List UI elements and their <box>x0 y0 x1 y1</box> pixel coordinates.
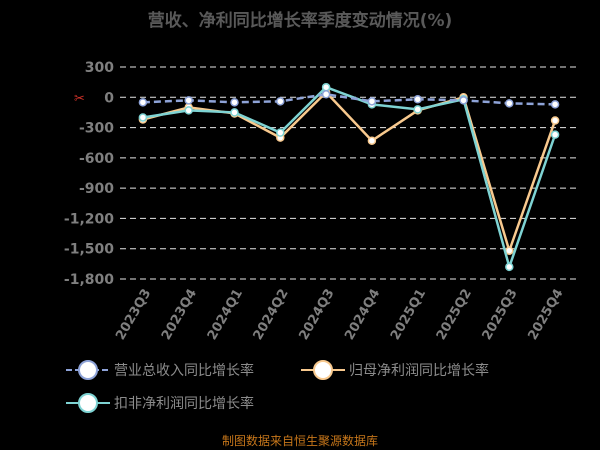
data-point <box>321 90 331 99</box>
data-point <box>184 106 193 115</box>
data-point <box>413 105 422 114</box>
data-point <box>550 100 560 109</box>
data-point <box>550 116 560 125</box>
data-point <box>138 113 148 122</box>
data-point <box>413 95 422 104</box>
legend-marker <box>78 360 98 380</box>
data-point <box>459 96 468 105</box>
series-line <box>142 92 556 106</box>
data-point <box>230 98 239 107</box>
scissors-icon: ✂ <box>74 91 85 106</box>
data-point <box>321 82 331 92</box>
data-point <box>276 128 285 137</box>
data-point <box>367 136 377 145</box>
x-tick-label: 2024Q2 <box>251 287 292 343</box>
data-point <box>184 96 193 105</box>
chart-source-note: 制图数据来自恒生聚源数据库 <box>221 434 378 448</box>
series-line <box>142 90 557 255</box>
y-tick-label: -1,800 <box>64 272 114 288</box>
chart-title: 营收、净利同比增长率季度变动情况(%) <box>147 11 453 31</box>
legend-label: 归母净利润同比增长率 <box>349 362 489 379</box>
y-tick-label: -1,500 <box>64 242 114 258</box>
y-tick-label: 300 <box>85 60 114 76</box>
data-point <box>230 108 239 117</box>
x-tick-label: 2024Q1 <box>205 287 246 343</box>
y-tick-label: -300 <box>79 121 114 137</box>
x-tick-label: 2025Q3 <box>480 287 521 343</box>
data-point <box>138 98 148 107</box>
legend-marker <box>78 393 98 413</box>
data-point <box>367 97 377 106</box>
legend-marker <box>313 360 333 380</box>
data-point <box>505 99 514 108</box>
data-point <box>550 130 560 139</box>
legend-label: 营业总收入同比增长率 <box>114 362 254 379</box>
y-tick-label: -1,200 <box>64 211 114 227</box>
y-tick-label: -900 <box>79 181 114 197</box>
data-point <box>276 97 285 106</box>
series-line <box>142 85 557 272</box>
x-tick-label: 2025Q1 <box>388 287 429 343</box>
x-tick-label: 2023Q3 <box>113 287 154 343</box>
x-tick-label: 2024Q4 <box>342 287 383 343</box>
y-tick-label: -600 <box>79 151 114 167</box>
y-tick-label: 0 <box>104 90 114 106</box>
x-tick-label: 2023Q4 <box>159 287 200 343</box>
x-tick-label: 2025Q4 <box>525 287 566 343</box>
x-tick-label: 2024Q3 <box>296 287 337 343</box>
data-point <box>505 262 514 272</box>
x-tick-label: 2025Q2 <box>434 287 475 343</box>
legend-label: 扣非净利润同比增长率 <box>114 395 254 412</box>
